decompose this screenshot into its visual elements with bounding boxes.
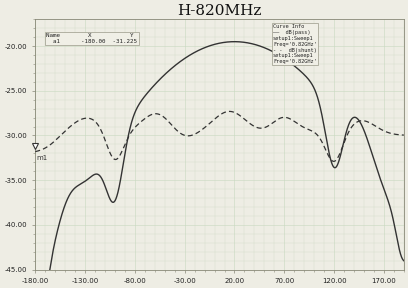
Text: m1: m1: [36, 155, 47, 161]
Title: H-820MHz: H-820MHz: [177, 4, 262, 18]
Text: Name        X           Y
  a1      -180.00  -31.225: Name X Y a1 -180.00 -31.225: [46, 33, 137, 44]
Text: Curve Info
——  dB(pass)
setup1:Sweep1
Freq='0.82GHz'
- -  dB(shunt)
setup1:Sweep: Curve Info —— dB(pass) setup1:Sweep1 Fre…: [273, 24, 317, 64]
